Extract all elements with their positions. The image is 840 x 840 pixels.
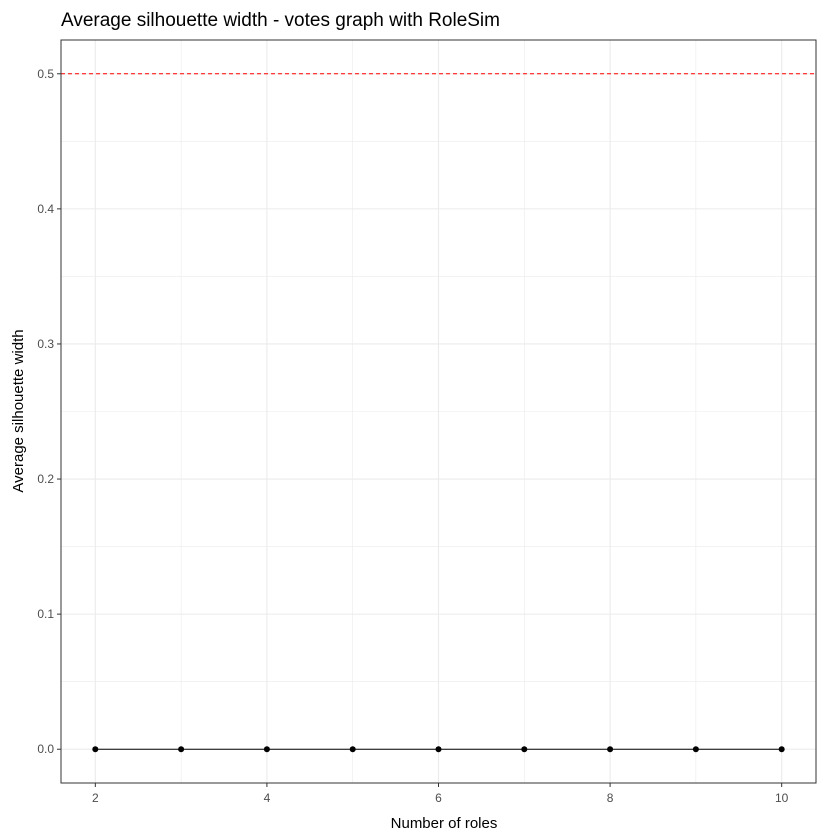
x-tick-label: 8	[607, 791, 614, 805]
data-point	[521, 746, 528, 753]
series-group	[92, 746, 785, 753]
data-point	[607, 746, 614, 753]
data-point	[349, 746, 356, 753]
y-axis-title: Average silhouette width	[10, 329, 27, 492]
x-axis-title: Number of roles	[391, 815, 498, 832]
x-axis-ticks: 2 4 6 8 10	[92, 783, 789, 805]
x-tick-label: 10	[775, 791, 789, 805]
x-tick-label: 6	[435, 791, 442, 805]
grid-lines	[61, 40, 816, 783]
y-tick-label: 0.2	[37, 472, 54, 486]
y-axis-ticks: 0.0 0.1 0.2 0.3 0.4 0.5	[37, 67, 61, 756]
y-tick-label: 0.1	[37, 607, 54, 621]
data-point	[263, 746, 270, 753]
x-tick-label: 2	[92, 791, 99, 805]
y-tick-label: 0.4	[37, 202, 54, 216]
data-point	[692, 746, 699, 753]
chart-title: Average silhouette width - votes graph w…	[61, 10, 500, 31]
data-point	[92, 746, 99, 753]
y-tick-label: 0.5	[37, 67, 54, 81]
y-tick-label: 0.3	[37, 337, 54, 351]
y-tick-label: 0.0	[37, 742, 54, 756]
data-point	[778, 746, 785, 753]
x-tick-label: 4	[264, 791, 271, 805]
data-point	[178, 746, 185, 753]
data-point	[435, 746, 442, 753]
